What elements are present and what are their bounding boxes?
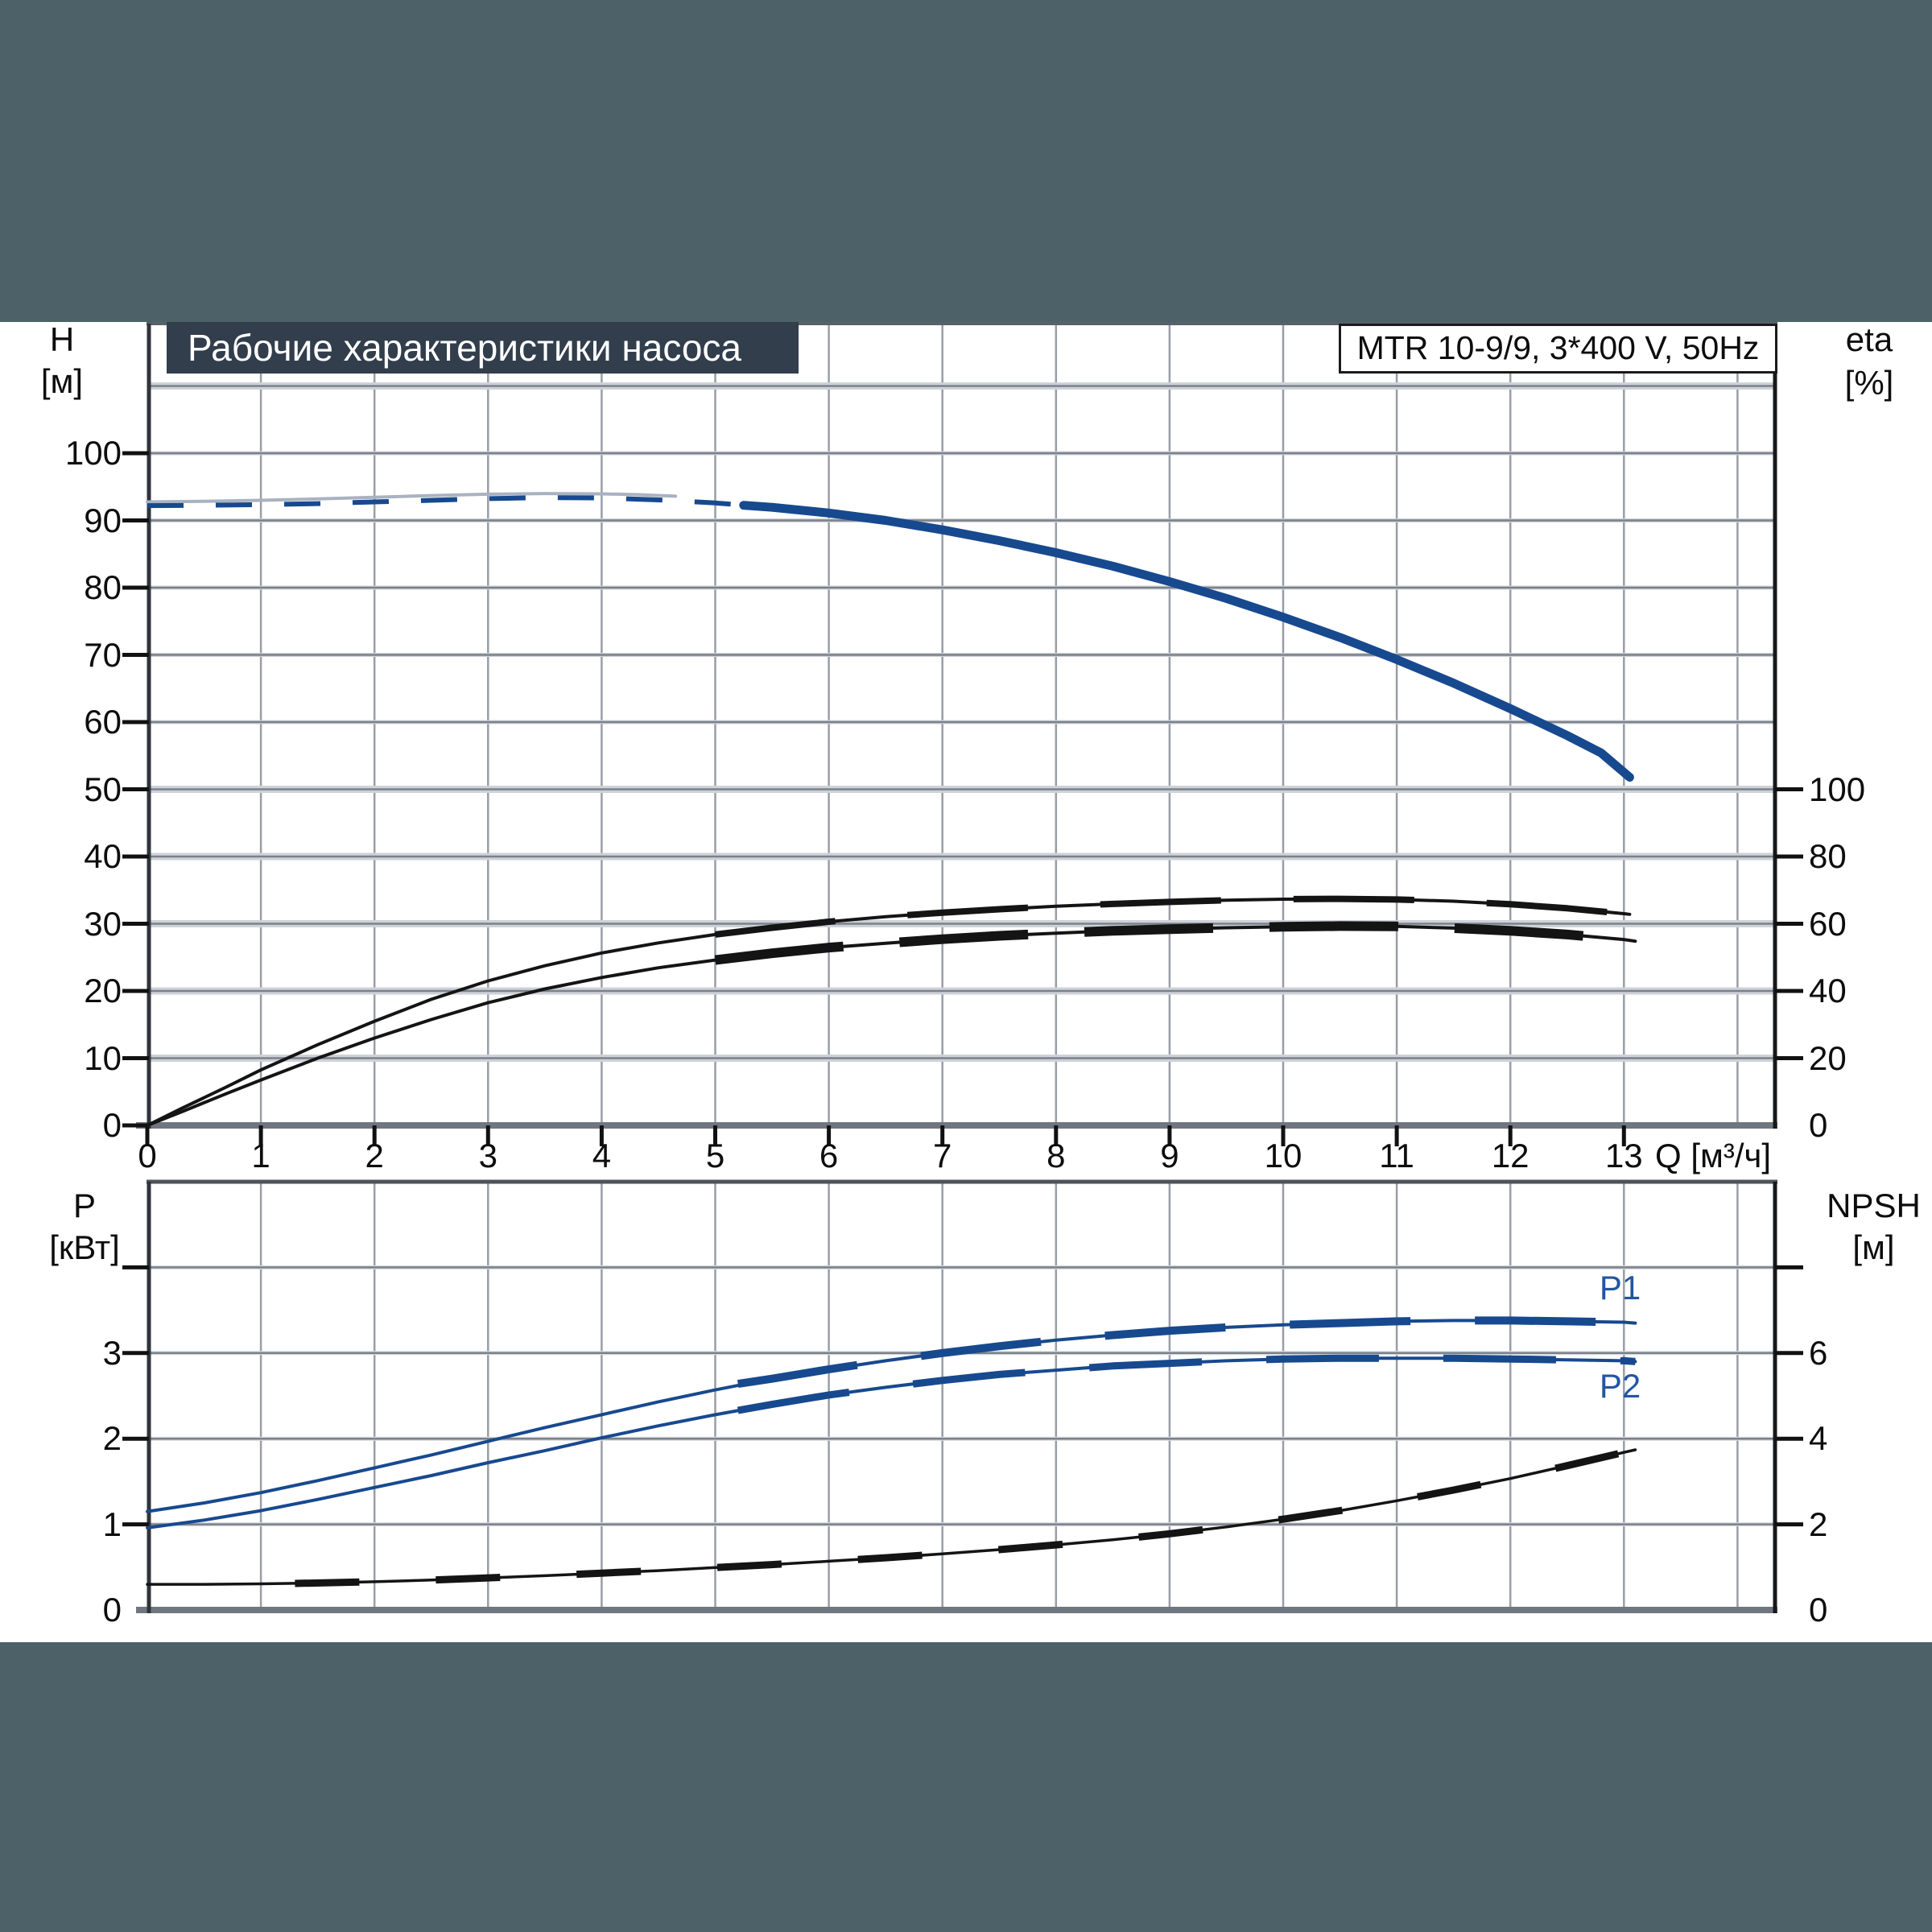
p-axis-unit: [кВт] — [49, 1228, 120, 1266]
top-band — [0, 0, 1932, 322]
top-series-head-main — [739, 501, 1634, 782]
top-series-eta-pump-dash — [715, 895, 1630, 938]
eta-axis-title: eta — [1845, 320, 1893, 358]
chart-title: Рабочие характеристики насоса — [167, 322, 799, 374]
h-axis-title: H — [49, 320, 75, 358]
eta-axis-unit: [%] — [1844, 364, 1894, 402]
p2-curve-label: P2 — [1599, 1367, 1641, 1405]
bottom-series-p2-base — [146, 1356, 1637, 1530]
h-axis-unit: [м] — [40, 362, 84, 400]
bottom-series-p1-thick — [737, 1316, 1636, 1389]
q-axis-unit: Q [м³/ч] — [1655, 1137, 1772, 1174]
bottom-series-p1-base — [146, 1319, 1637, 1513]
top-series-head-dashed — [147, 495, 750, 509]
bottom-series-npsh-thick — [295, 1446, 1637, 1587]
p-axis-title: P — [72, 1187, 96, 1224]
bottom-band — [0, 1642, 1932, 1932]
p1-curve-label: P1 — [1599, 1269, 1641, 1307]
top-series-eta-total-base — [146, 924, 1637, 1127]
top-series-head-silver — [146, 492, 678, 504]
npsh-axis-title: NPSH — [1827, 1187, 1921, 1224]
npsh-axis-unit: [м] — [1852, 1228, 1895, 1266]
pump-model-label: MTR 10-9/9, 3*400 V, 50Hz — [1339, 324, 1777, 374]
top-series-eta-total-dash — [714, 921, 1637, 965]
bottom-series-p2-thick — [737, 1354, 1636, 1414]
top-series-eta-pump-base — [146, 897, 1632, 1127]
